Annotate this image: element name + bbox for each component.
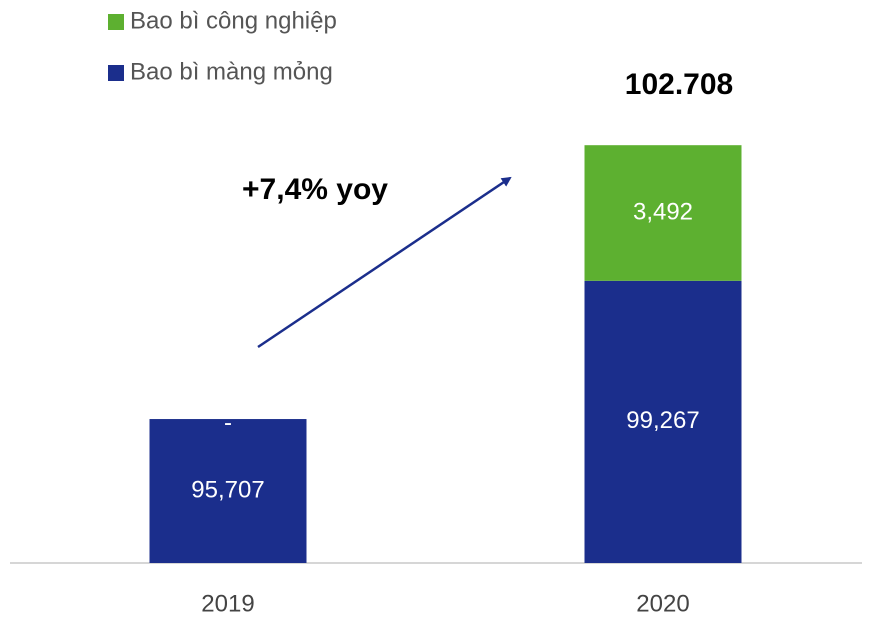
value-label: 95,707	[191, 476, 264, 503]
growth-annotation: +7,4% yoy	[242, 173, 388, 206]
bar-segment	[149, 419, 307, 563]
value-label: 3,492	[633, 198, 693, 225]
bar-segment	[584, 145, 742, 281]
x-tick-label: 2019	[201, 590, 254, 617]
value-label: -	[224, 409, 232, 436]
legend-label: Bao bì công nghiệp	[130, 7, 337, 34]
legend-label: Bao bì màng mỏng	[130, 58, 333, 85]
x-tick-label: 2020	[636, 590, 689, 617]
growth-arrow	[257, 176, 512, 349]
bar-segment	[584, 280, 742, 563]
legend-swatch	[108, 14, 124, 30]
total-label: 102.708	[625, 68, 733, 101]
legend-swatch	[108, 65, 124, 81]
value-label: 99,267	[626, 407, 699, 434]
